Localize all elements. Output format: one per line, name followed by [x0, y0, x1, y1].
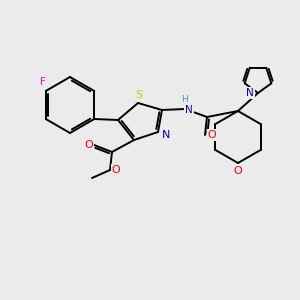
Text: O: O [85, 140, 93, 150]
Text: N: N [246, 88, 254, 98]
Text: N: N [162, 130, 170, 140]
Text: O: O [208, 130, 216, 140]
Text: S: S [135, 90, 142, 100]
Text: O: O [234, 166, 242, 176]
Text: N: N [185, 105, 193, 115]
Text: H: H [182, 95, 188, 104]
Text: F: F [40, 77, 46, 87]
Text: O: O [112, 165, 120, 175]
